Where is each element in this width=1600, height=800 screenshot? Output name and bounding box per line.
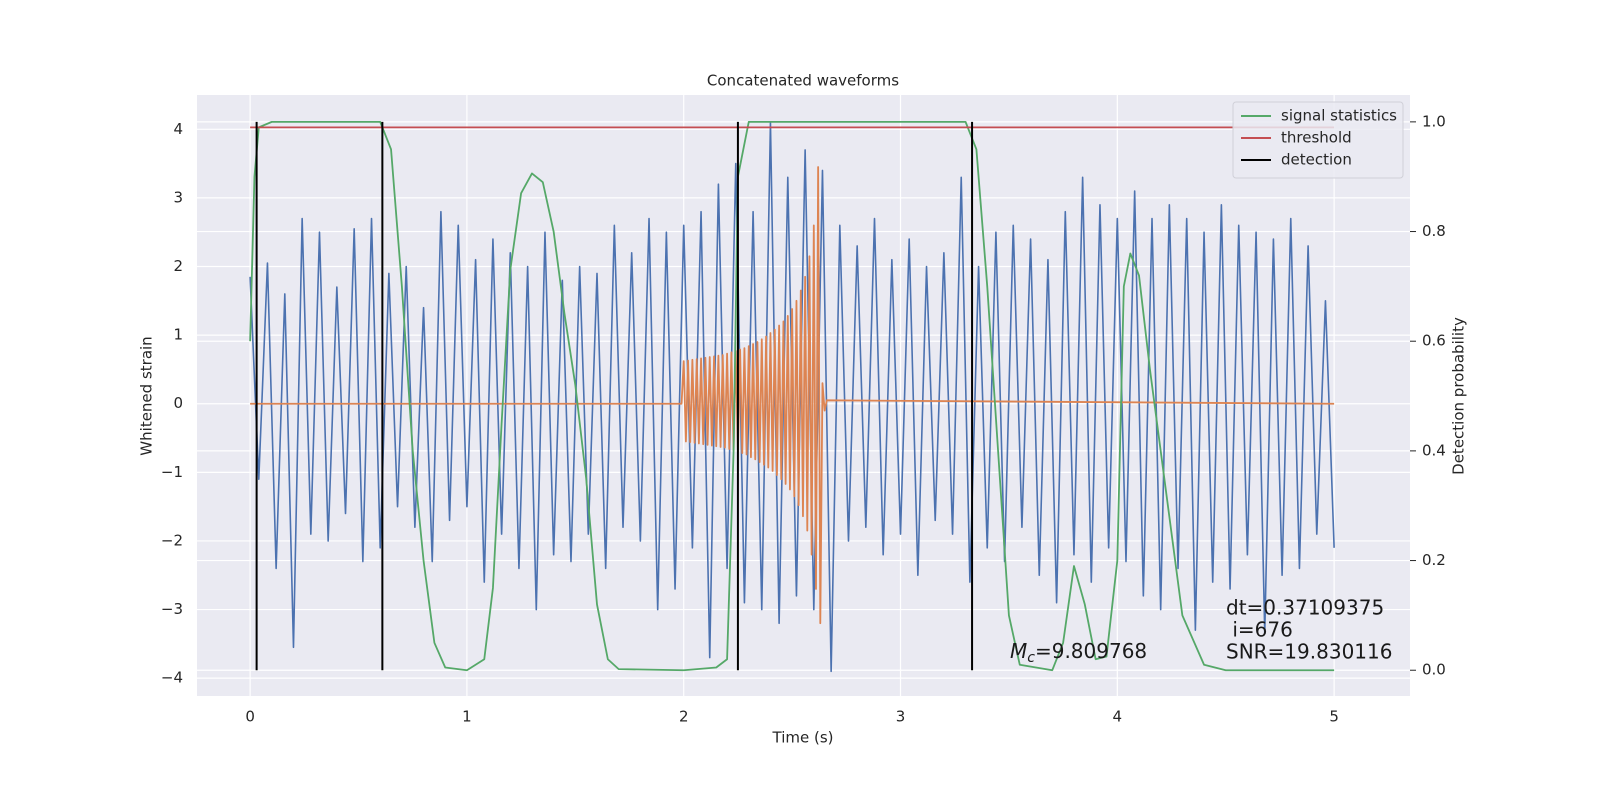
y-tick-label: −2 — [161, 531, 183, 549]
y2-tick-label: 0.0 — [1422, 661, 1446, 679]
y-axis-label: Whitened strain — [138, 336, 156, 455]
annotation-line: i=676 — [1226, 618, 1293, 642]
y2-tick-label: 0.8 — [1422, 222, 1446, 240]
y-tick-label: 2 — [173, 257, 183, 275]
y-tick-label: 4 — [173, 120, 183, 138]
annotation-line: SNR=19.830116 — [1226, 640, 1392, 664]
x-tick-label: 5 — [1329, 708, 1339, 726]
x-axis-label: Time (s) — [772, 729, 834, 747]
y2-tick-label: 0.2 — [1422, 551, 1446, 569]
marks — [249, 120, 1335, 673]
legend-label: threshold — [1281, 129, 1352, 147]
annotation-subscript: c — [1027, 650, 1035, 666]
legend-label: detection — [1281, 151, 1352, 169]
y-tick-label: 0 — [173, 394, 183, 412]
annotation-text: =9.809768 — [1035, 639, 1147, 663]
annotation: Mc=9.809768 — [1010, 639, 1147, 667]
series-line — [250, 166, 1335, 625]
y2-tick-label: 0.6 — [1422, 332, 1446, 350]
x-tick-label: 0 — [245, 708, 255, 726]
annotation-symbol: M — [1010, 639, 1027, 663]
y2-tick-label: 0.4 — [1422, 441, 1446, 459]
chart-title: Concatenated waveforms — [707, 72, 899, 90]
x-tick-label: 3 — [896, 708, 906, 726]
annotation-line: dt=0.37109375 — [1226, 596, 1384, 620]
y-tick-label: −1 — [161, 463, 183, 481]
x-tick-label: 2 — [679, 708, 689, 726]
y-tick-label: 3 — [173, 188, 183, 206]
x-tick-label: 4 — [1113, 708, 1123, 726]
x-tick-label: 1 — [462, 708, 472, 726]
y-tick-label: −3 — [161, 600, 183, 618]
y-tick-label: 1 — [173, 326, 183, 344]
series-line — [249, 120, 1335, 672]
y-tick-label: −4 — [161, 669, 183, 687]
legend-box — [1232, 101, 1404, 179]
y2-axis-label: Detection probability — [1450, 317, 1468, 475]
y2-tick-label: 1.0 — [1422, 112, 1446, 130]
legend-label: signal statistics — [1281, 107, 1397, 125]
labels: 0 1 2 3 4 5 −4 −3 −2 −1 0 1 2 3 4 0.0 0.2 0.4 0.6 0.8 1.0 — [161, 112, 1446, 725]
series-line — [249, 121, 1335, 673]
